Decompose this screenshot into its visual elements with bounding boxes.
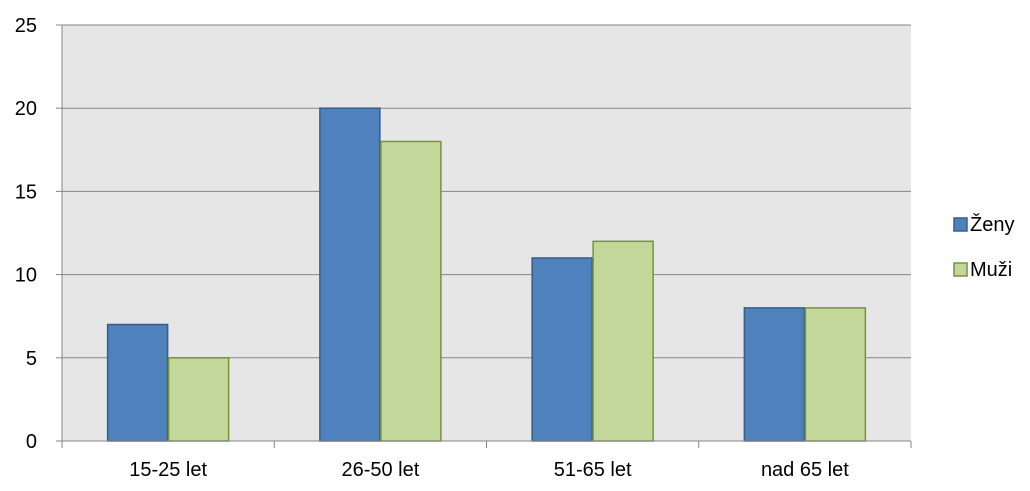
y-tick-label: 5 [26,348,37,370]
bar-Ženy-51-65 let [531,257,593,442]
y-tick-label: 0 [26,431,37,453]
bar-Muži-15-25 let [167,357,230,442]
legend-label: Ženy [970,213,1014,236]
y-tick-label: 15 [15,181,37,203]
bar-Muži-26-50 let [380,140,442,442]
x-tick-label: 26-50 let [341,459,419,481]
tick-labels: 0 5 10 15 20 25 15-25 let 26-50 let 51-65 let nad… [15,15,912,481]
y-tick-label: 10 [15,265,37,287]
y-tick-label: 25 [15,15,37,37]
x-tick-label: nad 65 let [761,459,849,481]
bar-Muži-51-65 let [592,240,654,442]
x-tick-label: 51-65 let [554,459,632,481]
bar-Ženy-15-25 let [106,323,169,442]
legend-label: Muži [970,259,1012,281]
x-tick-label: 15-25 let [129,459,207,481]
bar-Ženy-26-50 let [319,107,381,442]
bars [106,107,867,442]
legend-swatch [953,262,968,277]
legend-swatch [953,217,968,232]
legend: Ženy Muži [953,213,1014,281]
y-tick-label: 20 [15,98,37,120]
bar-Ženy-nad 65 let [743,307,806,442]
bar-Muži-nad 65 let [804,307,867,442]
